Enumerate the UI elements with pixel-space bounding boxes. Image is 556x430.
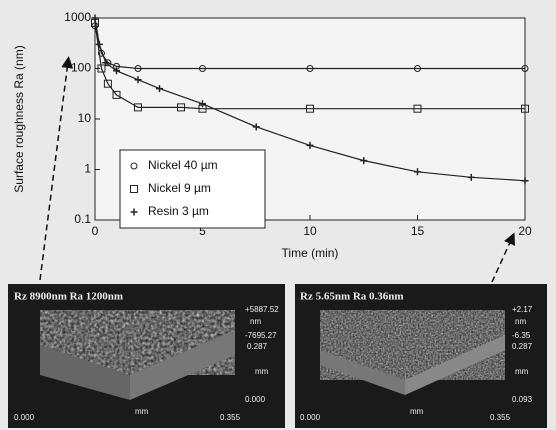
axis-label: 0.000: [300, 413, 321, 422]
x-tick-label: 15: [411, 224, 425, 238]
scale-label: -7695.27: [245, 331, 277, 340]
marker: [252, 123, 260, 131]
axis-label: 0.355: [490, 413, 511, 422]
marker: [306, 141, 314, 149]
surface-side: [130, 330, 235, 400]
marker: [113, 67, 120, 75]
scale-label: +5887.52: [245, 305, 279, 314]
marker: [134, 65, 142, 72]
surface-side: [405, 335, 505, 395]
scale-label: +2.17: [512, 305, 533, 314]
marker: [103, 79, 112, 88]
x-tick-label: 0: [92, 224, 99, 238]
marker: [134, 103, 142, 112]
marker: [95, 40, 103, 48]
afm-image: Rz 8900nm Ra 1200nm +5887.52 nm -7695.27…: [8, 284, 285, 428]
axis-label: mm: [515, 367, 529, 376]
axis-label: 0.093: [512, 395, 533, 404]
legend-label: Nickel 9 µm: [148, 181, 211, 195]
marker: [134, 76, 142, 84]
arrow: [491, 232, 515, 283]
y-tick-label: 1: [84, 162, 91, 176]
y-tick-label: 100: [71, 61, 91, 75]
scale-label: 0.287: [512, 342, 533, 351]
axis-label: mm: [410, 407, 424, 416]
legend-box: [119, 149, 266, 229]
marker: [467, 173, 475, 181]
marker: [306, 104, 314, 113]
marker: [97, 64, 106, 73]
y-tick-label: 10: [78, 111, 92, 125]
legend-label: Resin 3 µm: [148, 204, 209, 218]
scale-label: nm: [515, 317, 526, 326]
x-axis-label: Time (min): [282, 246, 339, 260]
axis-label: 0.000: [245, 395, 266, 404]
legend-marker: [130, 208, 138, 216]
y-tick-label: 1000: [64, 10, 91, 24]
axis-label: 0.000: [14, 413, 35, 422]
image-header: Rz 5.65nm Ra 0.36nm: [300, 291, 404, 303]
marker: [199, 65, 206, 72]
y-tick-label: 0.1: [74, 212, 91, 226]
y-axis-label: Surface roughness Ra (nm): [12, 45, 26, 192]
marker: [414, 168, 421, 176]
image-header: Rz 8900nm Ra 1200nm: [14, 291, 123, 303]
marker: [306, 65, 314, 72]
surface: [40, 310, 235, 375]
legend-label: Nickel 40 µm: [148, 158, 218, 172]
marker: [102, 59, 110, 67]
surface-side: [40, 345, 130, 400]
marker: [521, 65, 529, 72]
marker: [521, 177, 529, 185]
scale-label: -6.35: [512, 331, 531, 340]
surface: [320, 310, 505, 380]
axis-label: 0.355: [220, 413, 241, 422]
chart: Surface roughness Ra (nm) Time (min) 0.1…: [12, 10, 532, 260]
x-tick-label: 5: [199, 224, 206, 238]
axis-label: mm: [255, 367, 269, 376]
marker: [177, 103, 185, 112]
surface-side: [320, 350, 405, 395]
afm-image: Rz 5.65nm Ra 0.36nm +2.17 nm -6.35 0.287…: [295, 284, 547, 428]
marker: [414, 65, 421, 72]
marker: [112, 90, 121, 99]
scale-label: nm: [250, 317, 261, 326]
scale-label: 0.287: [247, 342, 268, 351]
legend-marker: [130, 162, 138, 170]
marker: [521, 104, 529, 113]
x-tick-label: 10: [303, 224, 317, 238]
arrow: [39, 56, 74, 281]
marker: [413, 104, 422, 113]
legend-marker: [130, 185, 138, 193]
marker: [156, 85, 163, 93]
marker: [360, 157, 368, 165]
axis-label: mm: [135, 407, 149, 416]
marker: [199, 100, 206, 108]
series-line: [94, 22, 525, 110]
x-tick-label: 20: [518, 224, 532, 238]
marker: [91, 14, 99, 22]
